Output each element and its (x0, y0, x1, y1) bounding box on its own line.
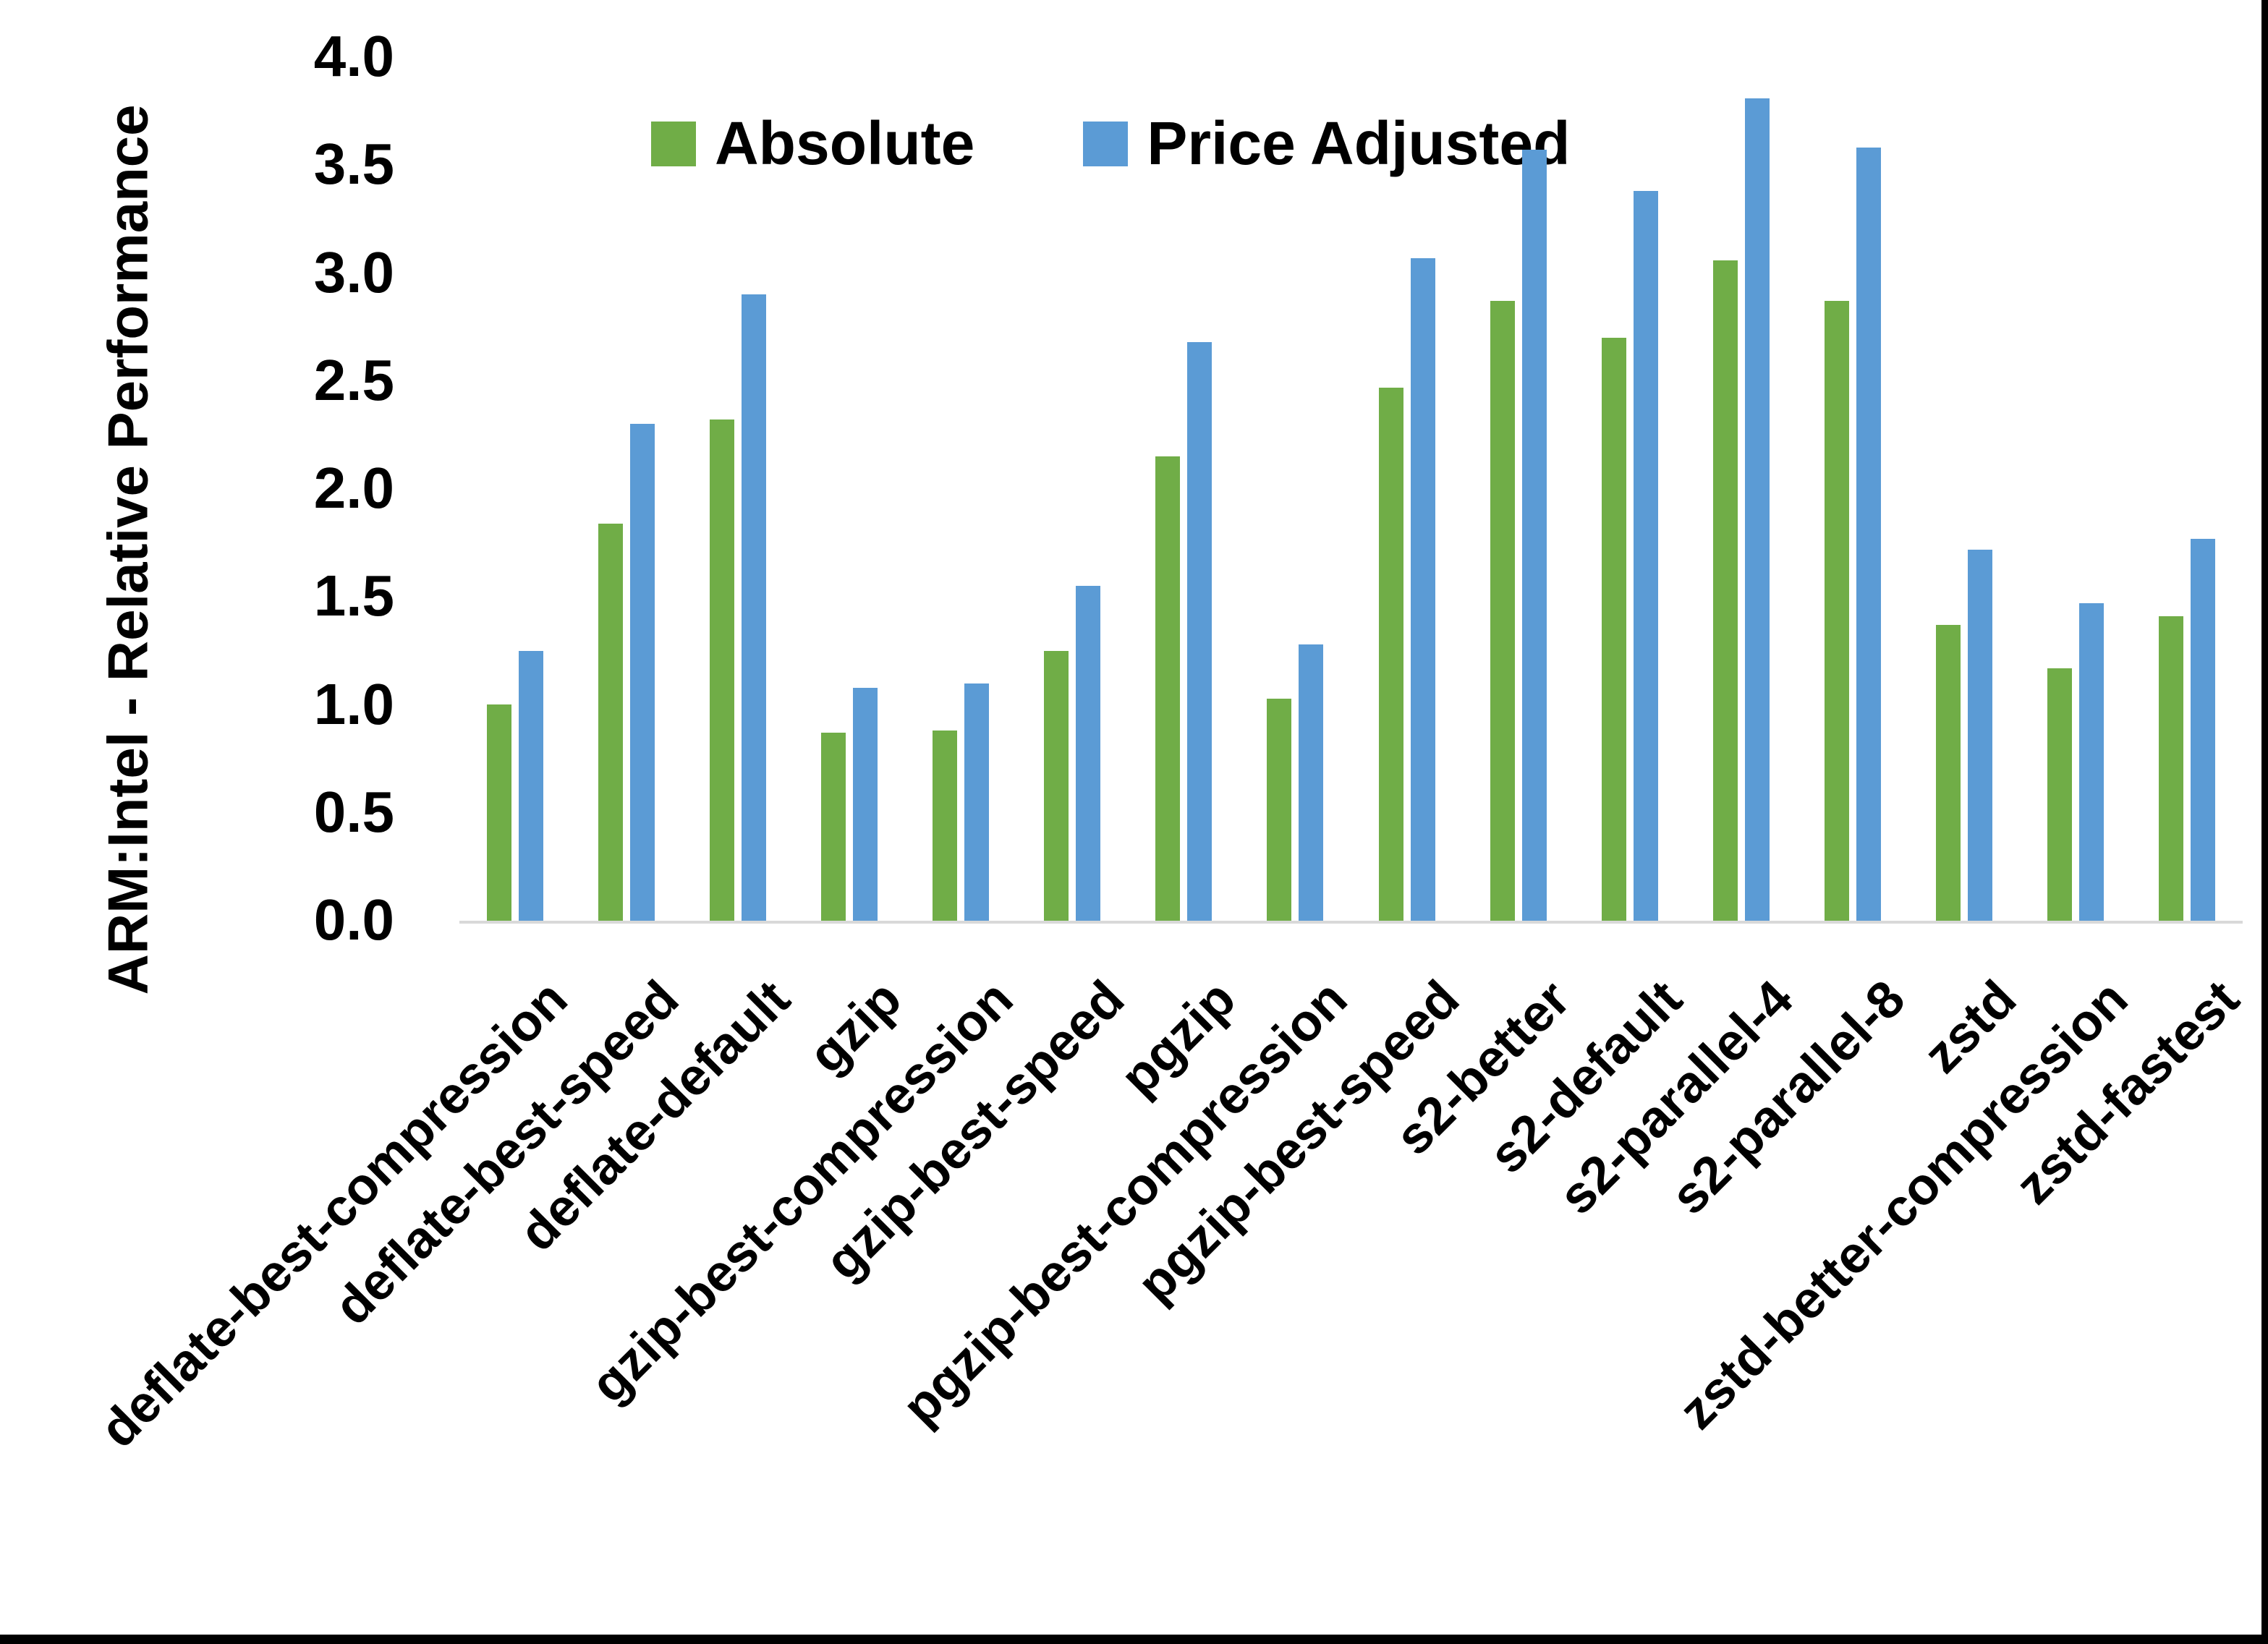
bar-price-adjusted (630, 424, 655, 921)
bar-absolute (1267, 699, 1292, 921)
bar-price-adjusted (1967, 550, 1992, 921)
bar-price-adjusted (1299, 644, 1324, 921)
legend-entry-absolute: Absolute (651, 108, 974, 179)
bar-absolute (1155, 456, 1181, 921)
bar-group-s2-default (1574, 57, 1686, 921)
bar-absolute (2158, 616, 2183, 921)
bar-absolute (1824, 301, 1849, 921)
bar-price-adjusted (2078, 603, 2104, 921)
bar-group-s2-better (1463, 57, 1574, 921)
y-tick-label: 4.0 (313, 24, 394, 88)
bar-groups (459, 57, 2243, 921)
bar-price-adjusted (1744, 98, 1770, 921)
legend-swatch-price-adjusted (1083, 121, 1129, 166)
bar-absolute (1935, 625, 1961, 921)
bar-group-deflate-default (682, 57, 794, 921)
bar-price-adjusted (519, 651, 544, 921)
bar-group-pgzip (1128, 57, 1239, 921)
bar-group-zstd-fastest (2131, 57, 2243, 921)
y-tick-label: 1.5 (313, 563, 394, 629)
y-tick-label: 3.5 (313, 132, 394, 197)
legend: Absolute Price Adjusted (651, 108, 1570, 179)
bar-group-s2-parallel-8 (1797, 57, 1908, 921)
bar-price-adjusted (2190, 539, 2215, 921)
bar-price-adjusted (1187, 342, 1212, 921)
bar-absolute (933, 731, 958, 921)
x-axis-label: deflate-best-compression (89, 969, 579, 1459)
bar-absolute (821, 733, 846, 921)
y-tick-label: 1.0 (313, 671, 394, 736)
legend-label: Price Adjusted (1147, 109, 1571, 177)
bar-group-deflate-best-compression (459, 57, 571, 921)
bar-group-gzip (794, 57, 905, 921)
bar-absolute (710, 419, 735, 921)
bar-group-deflate-best-speed (571, 57, 682, 921)
plot-area (459, 57, 2243, 924)
bar-absolute (1712, 260, 1738, 921)
legend-swatch-absolute (651, 121, 696, 166)
y-tick-label: 2.0 (313, 456, 394, 520)
bar-group-zstd-better-compression (2020, 57, 2131, 921)
bar-price-adjusted (1633, 191, 1658, 921)
y-tick-label: 2.5 (313, 347, 394, 412)
legend-label: Absolute (715, 109, 975, 177)
bar-group-gzip-best-speed (1016, 57, 1128, 921)
bar-price-adjusted (1076, 586, 1101, 921)
x-axis-label-anchor: zstd-fastest (1196, 969, 2250, 1215)
bar-price-adjusted (742, 294, 767, 921)
bar-absolute (1044, 651, 1069, 921)
bar-group-zstd (1908, 57, 2020, 921)
bar-absolute (598, 524, 624, 921)
bar-price-adjusted (1856, 148, 1881, 921)
y-tick-label: 0.0 (313, 887, 394, 952)
y-tick-label: 0.5 (313, 779, 394, 844)
bar-absolute (2047, 668, 2072, 921)
y-tick-label: 3.0 (313, 239, 394, 304)
bar-group-gzip-best-compression (905, 57, 1016, 921)
bar-absolute (487, 704, 512, 921)
window-right-border (2261, 0, 2268, 1644)
window-bottom-border (0, 1635, 2268, 1644)
legend-entry-price-adjusted: Price Adjusted (1083, 108, 1570, 179)
bar-group-pgzip-best-compression (1239, 57, 1351, 921)
bar-group-pgzip-best-speed (1351, 57, 1463, 921)
bar-absolute (1601, 338, 1626, 921)
bar-price-adjusted (964, 683, 990, 921)
bar-price-adjusted (1410, 258, 1435, 921)
bar-price-adjusted (1521, 150, 1547, 921)
bar-absolute (1378, 388, 1403, 921)
bar-price-adjusted (853, 688, 878, 921)
bar-group-s2-parallel-4 (1686, 57, 1797, 921)
bar-absolute (1490, 301, 1515, 921)
y-axis-title: ARM:Intel - Relative Performance (95, 104, 160, 995)
